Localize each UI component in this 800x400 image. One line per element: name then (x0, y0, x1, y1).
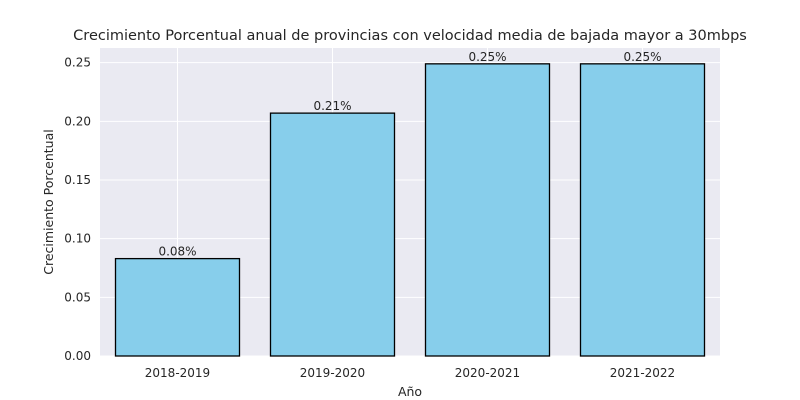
bar (424, 63, 551, 357)
y-tick-label: 0.20 (64, 114, 91, 128)
x-tick-label: 2020-2021 (455, 366, 520, 380)
y-tick-label: 0.25 (64, 56, 91, 70)
y-tick-label: 0.05 (64, 290, 91, 304)
data-labels: 0.08% 0.21% 0.25% 0.25% (158, 50, 661, 259)
y-axis-ticks: 0.00 0.05 0.10 0.15 0.20 0.25 (64, 56, 91, 363)
y-tick-label: 0.00 (64, 349, 91, 363)
x-tick-label: 2019-2020 (300, 366, 365, 380)
bar (114, 257, 241, 357)
bar (269, 112, 396, 357)
chart-title: Crecimiento Porcentual anual de provinci… (73, 28, 747, 44)
y-tick-label: 0.10 (64, 232, 91, 246)
bars (114, 63, 706, 357)
bar (579, 63, 706, 357)
y-axis-label: Crecimiento Porcentual (41, 129, 56, 274)
x-tick-label: 2021-2022 (610, 366, 675, 380)
x-axis-ticks: 2018-2019 2019-2020 2020-2021 2021-2022 (145, 366, 675, 380)
y-tick-label: 0.15 (64, 173, 91, 187)
data-label: 0.25% (623, 50, 661, 64)
data-label: 0.21% (313, 99, 351, 113)
data-label: 0.08% (158, 245, 196, 259)
data-label: 0.25% (468, 50, 506, 64)
x-axis-label: Año (398, 384, 422, 399)
x-tick-label: 2018-2019 (145, 366, 210, 380)
